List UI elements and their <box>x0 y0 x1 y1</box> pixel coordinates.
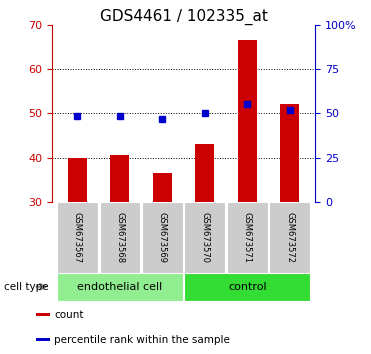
Bar <box>36 338 50 341</box>
Text: endothelial cell: endothelial cell <box>77 282 162 292</box>
Bar <box>153 173 172 202</box>
Text: count: count <box>55 310 84 320</box>
Bar <box>142 202 183 273</box>
Bar <box>184 273 310 301</box>
Text: cell type: cell type <box>4 282 48 292</box>
Bar <box>110 155 129 202</box>
Text: GSM673568: GSM673568 <box>115 212 124 263</box>
Text: GSM673570: GSM673570 <box>200 212 209 263</box>
Text: GSM673572: GSM673572 <box>285 212 294 263</box>
Bar <box>280 104 299 202</box>
Text: control: control <box>228 282 267 292</box>
Bar <box>36 313 50 316</box>
Text: GSM673569: GSM673569 <box>158 212 167 263</box>
Bar <box>99 202 140 273</box>
Bar <box>227 202 268 273</box>
Bar <box>238 40 257 202</box>
Text: GSM673567: GSM673567 <box>73 212 82 263</box>
Text: percentile rank within the sample: percentile rank within the sample <box>55 335 230 344</box>
Bar <box>184 202 225 273</box>
Text: GSM673571: GSM673571 <box>243 212 252 263</box>
Bar <box>68 158 87 202</box>
Bar <box>269 202 310 273</box>
Title: GDS4461 / 102335_at: GDS4461 / 102335_at <box>100 8 267 25</box>
Bar <box>57 202 98 273</box>
Bar <box>57 273 183 301</box>
Bar <box>195 144 214 202</box>
